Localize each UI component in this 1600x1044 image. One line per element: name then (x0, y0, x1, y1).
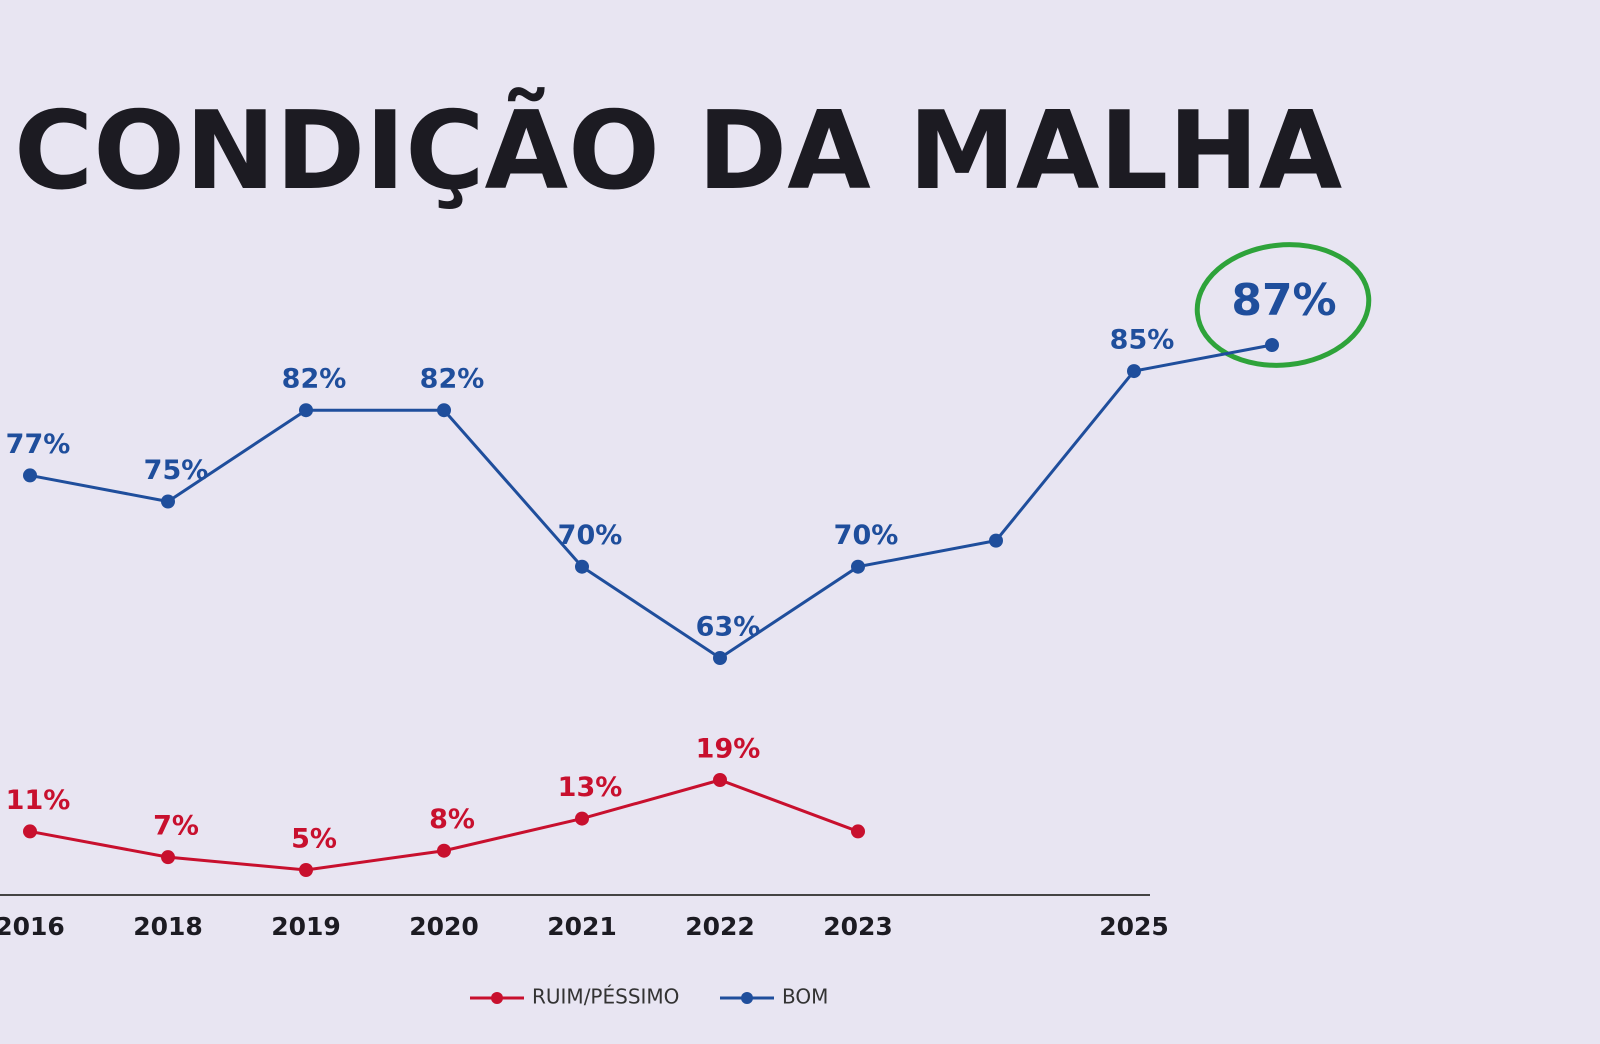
data-point (299, 863, 313, 877)
data-point (989, 533, 1003, 548)
value-label: 77% (6, 429, 71, 460)
x-tick-label: 2022 (685, 912, 755, 941)
data-point (713, 651, 727, 665)
data-point (713, 773, 727, 787)
value-label: 82% (282, 364, 347, 395)
legend-label: RUIM/PÉSSIMO (532, 985, 679, 1009)
series-line (29, 343, 1273, 660)
data-point (1265, 338, 1279, 352)
x-tick-label: 2023 (823, 912, 893, 941)
value-label: 5% (291, 824, 337, 855)
value-label: 8% (429, 804, 475, 835)
value-label: 7% (153, 811, 199, 842)
value-label: 70% (558, 520, 623, 551)
value-label: 11% (6, 785, 71, 816)
x-tick-label: 2021 (547, 912, 617, 941)
legend-label: BOM (782, 985, 828, 1009)
data-point (1127, 364, 1141, 379)
value-label: 82% (420, 364, 485, 395)
legend-marker (491, 992, 503, 1004)
value-label: 63% (696, 612, 761, 643)
x-tick-label: 2016 (0, 912, 65, 941)
data-point (851, 559, 865, 574)
data-point (23, 824, 37, 839)
x-tick-label: 2018 (133, 912, 203, 941)
data-point (437, 843, 451, 858)
x-tick-label: 2025 (1099, 912, 1169, 941)
legend-marker (741, 992, 753, 1004)
value-label: 13% (558, 772, 623, 803)
value-label: 19% (696, 734, 761, 765)
data-point (575, 559, 589, 574)
data-point (437, 403, 451, 418)
data-point (161, 494, 175, 509)
value-label: 75% (144, 455, 209, 486)
data-point (851, 824, 865, 839)
data-point (23, 468, 37, 483)
highlight-circle (1194, 242, 1372, 368)
chart-title: CONDIÇÃO DA MALHA (14, 87, 1343, 214)
x-tick-label: 2020 (409, 912, 479, 941)
data-point (161, 850, 175, 865)
value-label: 70% (834, 520, 899, 551)
data-point (575, 811, 589, 826)
data-point (299, 403, 313, 418)
x-tick-label: 2019 (271, 912, 341, 941)
value-label: 85% (1110, 325, 1175, 356)
value-label: 87% (1231, 275, 1336, 326)
